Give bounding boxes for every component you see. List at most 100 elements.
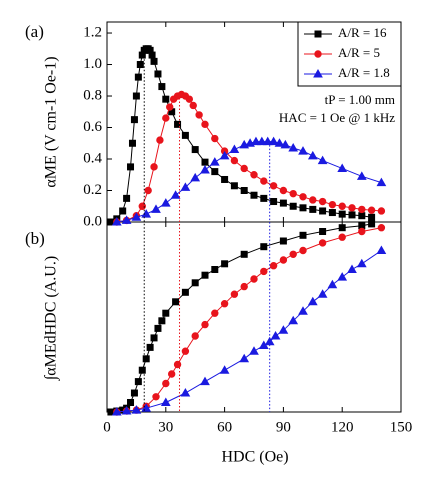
panel-b-frame [106, 221, 402, 413]
marker [180, 182, 191, 191]
legend-marker [313, 68, 323, 78]
marker [136, 61, 144, 69]
marker [219, 365, 230, 374]
series-line [116, 227, 382, 413]
marker [170, 190, 181, 199]
y-axis-label: ∫αMEdHDC (A.U.) [43, 256, 61, 381]
marker [256, 136, 267, 146]
marker [162, 309, 170, 317]
marker [156, 136, 164, 144]
marker [150, 334, 158, 342]
marker [327, 279, 338, 289]
marker [229, 144, 240, 154]
marker [200, 376, 210, 386]
marker [289, 189, 297, 198]
marker [190, 172, 201, 182]
marker [201, 320, 209, 329]
x-tick-label: 60 [217, 419, 232, 435]
marker [128, 139, 136, 147]
marker [268, 136, 279, 146]
marker [270, 330, 281, 340]
marker [309, 205, 317, 213]
marker [134, 73, 142, 81]
marker [189, 101, 197, 110]
y-tick-label: 0.6 [83, 119, 102, 135]
marker [299, 246, 307, 255]
series-line [110, 223, 372, 413]
marker [173, 360, 182, 369]
marker [221, 260, 229, 268]
marker [299, 204, 307, 212]
panel-label: (a) [25, 22, 44, 41]
marker [166, 103, 174, 111]
marker [338, 224, 346, 232]
legend-label: A/R = 1.8 [338, 65, 390, 80]
marker [279, 186, 288, 195]
marker [221, 175, 229, 183]
marker [328, 200, 337, 209]
marker [141, 209, 152, 218]
marker [131, 212, 142, 221]
marker [299, 231, 307, 239]
marker [130, 389, 138, 397]
marker [172, 298, 180, 306]
panel-label: (b) [25, 229, 45, 248]
marker [317, 155, 328, 165]
marker [185, 95, 194, 103]
marker [121, 406, 132, 415]
marker [269, 262, 278, 270]
marker [298, 146, 308, 155]
marker [220, 300, 229, 308]
marker [240, 164, 248, 173]
marker [328, 209, 336, 217]
y-tick-label: 0.8 [83, 87, 102, 103]
marker [347, 264, 357, 273]
marker [278, 325, 289, 334]
marker [337, 163, 348, 172]
marker [191, 279, 199, 287]
marker [123, 194, 131, 202]
marker [211, 266, 219, 273]
y-tick-label: 1.2 [83, 24, 102, 40]
marker [337, 272, 348, 281]
marker [356, 258, 367, 268]
marker [230, 182, 238, 190]
marker [211, 168, 219, 176]
marker [191, 332, 199, 340]
marker [250, 191, 258, 199]
marker [358, 227, 366, 236]
marker [144, 186, 152, 195]
marker [319, 228, 327, 235]
marker [211, 309, 219, 317]
y-tick-label: 0.4 [83, 150, 102, 166]
marker [174, 120, 182, 128]
x-tick-label: 90 [276, 419, 291, 435]
marker [298, 306, 308, 315]
marker [151, 204, 161, 213]
y-tick-label: 1.0 [83, 56, 102, 72]
marker [260, 267, 268, 276]
marker [240, 187, 248, 195]
marker [162, 379, 170, 388]
marker [358, 212, 366, 220]
marker [211, 134, 219, 143]
marker [127, 399, 135, 406]
marker [150, 163, 158, 171]
legend-label: A/R = 5 [338, 45, 380, 60]
marker [260, 243, 268, 251]
marker [309, 196, 317, 204]
marker [239, 353, 250, 363]
marker [280, 139, 291, 149]
marker [274, 138, 285, 147]
marker [111, 406, 122, 416]
marker [356, 171, 367, 180]
marker [289, 202, 297, 210]
marker [376, 177, 387, 187]
marker [230, 290, 239, 298]
marker [338, 233, 346, 241]
marker [180, 387, 191, 397]
marker [376, 245, 387, 254]
marker [307, 150, 318, 160]
marker [368, 213, 376, 221]
